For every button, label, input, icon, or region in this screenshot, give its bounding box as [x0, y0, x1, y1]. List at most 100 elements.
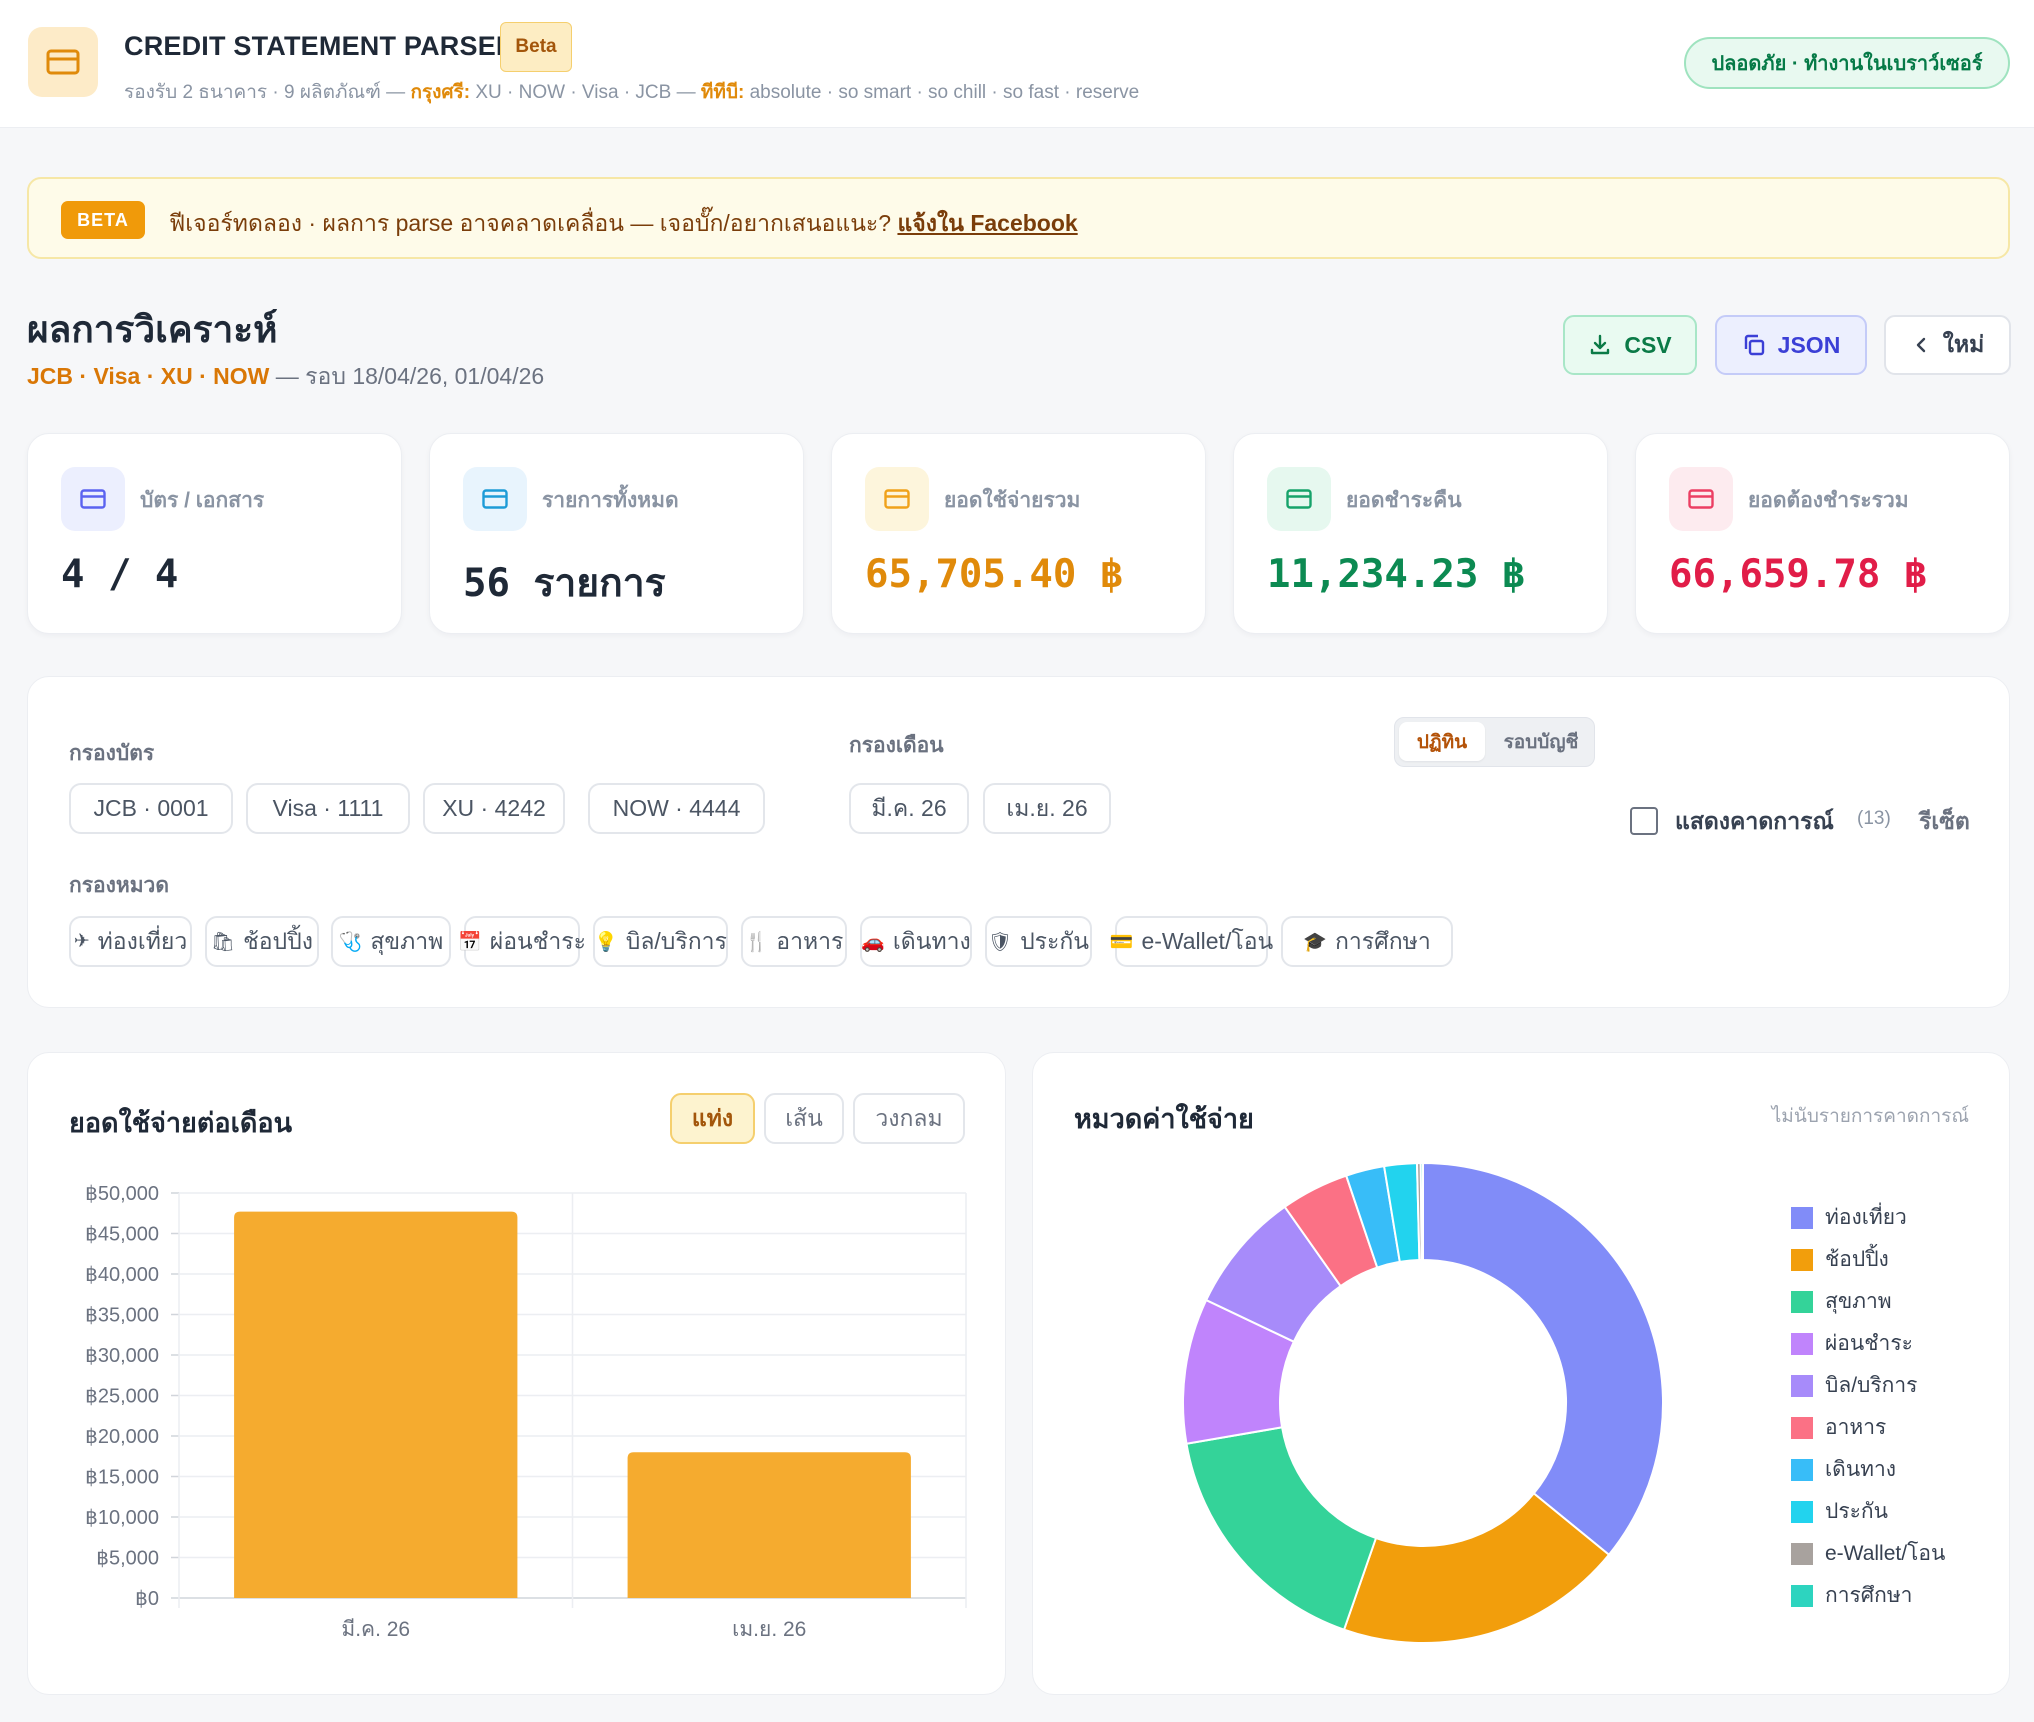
- beta-banner: BETA ฟีเจอร์ทดลอง · ผลการ parse อาจคลาดเ…: [27, 177, 2010, 259]
- category-icon: 🛡: [987, 931, 1013, 953]
- stat-label: ยอดต้องชำระรวม: [1748, 489, 1909, 512]
- legend-item[interactable]: ประกัน: [1791, 1495, 1888, 1528]
- category-filter-chip[interactable]: 💡 บิล/บริการ: [593, 916, 728, 967]
- legend-item[interactable]: เดินทาง: [1791, 1453, 1896, 1486]
- legend-item[interactable]: ท่องเที่ยว: [1791, 1201, 1907, 1234]
- y-tick-label: ฿0: [135, 1588, 159, 1610]
- reset-button[interactable]: รีเซ็ต: [1919, 808, 1970, 834]
- legend-item[interactable]: การศึกษา: [1791, 1579, 1912, 1612]
- legend-swatch: [1791, 1248, 1813, 1271]
- category-filter-chip[interactable]: ✈ ท่องเที่ยว: [69, 916, 192, 967]
- category-label: สุขภาพ: [370, 927, 444, 954]
- card-filter-chip[interactable]: Visa · 1111: [246, 783, 410, 834]
- chart-type-line-button[interactable]: เส้น: [764, 1093, 844, 1144]
- legend-label: ผ่อนชำระ: [1825, 1332, 1913, 1355]
- legend-swatch: [1791, 1458, 1813, 1481]
- stat-value: 11,234.23 ฿: [1267, 552, 1526, 597]
- category-label: บิล/บริการ: [625, 927, 727, 954]
- app-header: CREDIT STATEMENT PARSER Beta รองรับ 2 ธน…: [0, 0, 2034, 128]
- forecast-excluded-note: ไม่นับรายการคาดการณ์: [1771, 1106, 1969, 1127]
- stat-label: รายการทั้งหมด: [542, 489, 679, 512]
- stat-card-total-due: ยอดต้องชำระรวม 66,659.78 ฿: [1635, 433, 2010, 634]
- monthly-spending-chart: ฿0 ฿5,000 ฿10,000 ฿15,000 ฿20,000 ฿25,000 ฿30,…: [85, 1183, 967, 1641]
- category-icon: 🛍: [211, 931, 236, 953]
- legend-swatch: [1791, 1542, 1813, 1565]
- category-label: e-Wallet/โอน: [1141, 927, 1274, 954]
- chart-type-bar-button[interactable]: แท่ง: [670, 1093, 755, 1144]
- stat-label: บัตร / เอกสาร: [140, 489, 265, 512]
- filter-panel: กรองบัตร JCB · 0001 Visa · 1111 XU · 424…: [27, 676, 2010, 1008]
- y-tick-label: ฿25,000: [85, 1386, 159, 1408]
- category-label: เดินทาง: [892, 927, 971, 954]
- category-filter-chip[interactable]: 📅 ผ่อนชำระ: [458, 916, 586, 967]
- legend-item[interactable]: ผ่อนชำระ: [1791, 1327, 1913, 1360]
- csv-label: CSV: [1624, 331, 1672, 358]
- legend-item[interactable]: อาหาร: [1791, 1411, 1886, 1444]
- category-icon: 🚗: [861, 931, 885, 953]
- stat-value: 4 / 4: [61, 552, 179, 597]
- bank-ttb: ทีทีบี:: [700, 82, 745, 103]
- stat-card-repayments: ยอดชำระคืน 11,234.23 ฿: [1233, 433, 1608, 634]
- legend-label: อาหาร: [1825, 1416, 1887, 1439]
- show-forecast-checkbox[interactable]: [1630, 807, 1658, 835]
- category-filter-chip[interactable]: 💳 e-Wallet/โอน: [1110, 916, 1273, 967]
- card-filter-chip[interactable]: JCB · 0001: [69, 783, 233, 834]
- x-tick-label: เม.ย. 26: [732, 1618, 806, 1641]
- credit-card-icon: [884, 489, 910, 509]
- category-filter-chip[interactable]: 🎓 การศึกษา: [1281, 916, 1453, 967]
- stat-card-transactions: รายการทั้งหมด 56 รายการ: [429, 433, 804, 634]
- app-subtitle: รองรับ 2 ธนาคาร · 9 ผลิตภัณฑ์ — กรุงศรี:…: [124, 77, 1139, 107]
- y-tick-label: ฿5,000: [96, 1548, 159, 1570]
- card-filter-label: กรองบัตร: [69, 742, 155, 765]
- card-filter-chip[interactable]: XU · 4242: [423, 783, 565, 834]
- legend-label: สุขภาพ: [1825, 1290, 1892, 1313]
- legend-label: ท่องเที่ยว: [1825, 1206, 1907, 1229]
- credit-card-icon: [28, 27, 98, 97]
- bar-0: [234, 1211, 518, 1598]
- selected-cards: JCB · Visa · XU · NOW: [27, 363, 270, 389]
- mode-cycle-tab[interactable]: รอบบัญชี: [1503, 731, 1579, 753]
- donut-slice-2: [1185, 1426, 1378, 1631]
- export-csv-button[interactable]: CSV: [1563, 315, 1697, 375]
- category-spending-title: หมวดค่าใช้จ่าย: [1074, 1104, 1254, 1134]
- month-filter-chip[interactable]: มี.ค. 26: [849, 783, 969, 834]
- y-tick-label: ฿30,000: [85, 1345, 159, 1367]
- page-title: ผลการวิเคราะห์: [27, 309, 278, 350]
- card-filter-chip[interactable]: NOW · 4444: [588, 783, 765, 834]
- download-icon: [1591, 334, 1610, 355]
- safe-badge: ปลอดภัย · ทำงานในเบราว์เซอร์: [1684, 37, 2010, 89]
- show-forecast-label[interactable]: แสดงคาดการณ์: [1675, 808, 1834, 834]
- category-icon: 💳: [1109, 931, 1134, 953]
- beta-badge: Beta: [500, 22, 572, 72]
- y-tick-label: ฿10,000: [85, 1507, 159, 1529]
- legend-item[interactable]: บิล/บริการ: [1791, 1369, 1917, 1402]
- category-filter-chip[interactable]: 🛍 ช้อปปิ้ง: [205, 916, 319, 967]
- category-filter-chip[interactable]: 🛡 ประกัน: [985, 916, 1092, 967]
- legend-item[interactable]: สุขภาพ: [1791, 1285, 1892, 1318]
- category-filter-chip[interactable]: 🍴 อาหาร: [741, 916, 847, 967]
- copy-icon: [1744, 334, 1764, 356]
- mode-calendar-tab[interactable]: ปฏิทิน: [1399, 722, 1485, 761]
- stat-icon-wrap: [61, 467, 125, 531]
- category-icon: 🩺: [338, 931, 363, 953]
- facebook-link[interactable]: แจ้งใน Facebook: [897, 210, 1078, 236]
- bank-krungsri: กรุงศรี:: [410, 82, 471, 103]
- category-filter-label: กรองหมวด: [69, 874, 169, 897]
- chart-type-pie-button[interactable]: วงกลม: [853, 1093, 965, 1144]
- app-title: CREDIT STATEMENT PARSER: [124, 31, 516, 61]
- legend-item[interactable]: e-Wallet/โอน: [1791, 1537, 1945, 1570]
- legend-item[interactable]: ช้อปปิ้ง: [1791, 1243, 1889, 1276]
- banner-message: ฟีเจอร์ทดลอง · ผลการ parse อาจคลาดเคลื่อ…: [169, 210, 898, 236]
- legend-swatch: [1791, 1332, 1813, 1355]
- category-filter-chip[interactable]: 🚗 เดินทาง: [860, 916, 972, 967]
- stat-value: 66,659.78 ฿: [1669, 552, 1928, 597]
- new-upload-button[interactable]: ใหม่: [1884, 315, 2011, 375]
- stat-icon-wrap: [865, 467, 929, 531]
- y-tick-label: ฿35,000: [85, 1305, 159, 1327]
- month-filter-chip[interactable]: เม.ย. 26: [983, 783, 1111, 834]
- copy-json-button[interactable]: JSON: [1715, 315, 1867, 375]
- stat-label: ยอดชำระคืน: [1346, 489, 1462, 512]
- category-filter-chip[interactable]: 🩺 สุขภาพ: [331, 916, 451, 967]
- legend-swatch: [1791, 1290, 1813, 1313]
- credit-card-icon: [80, 489, 106, 509]
